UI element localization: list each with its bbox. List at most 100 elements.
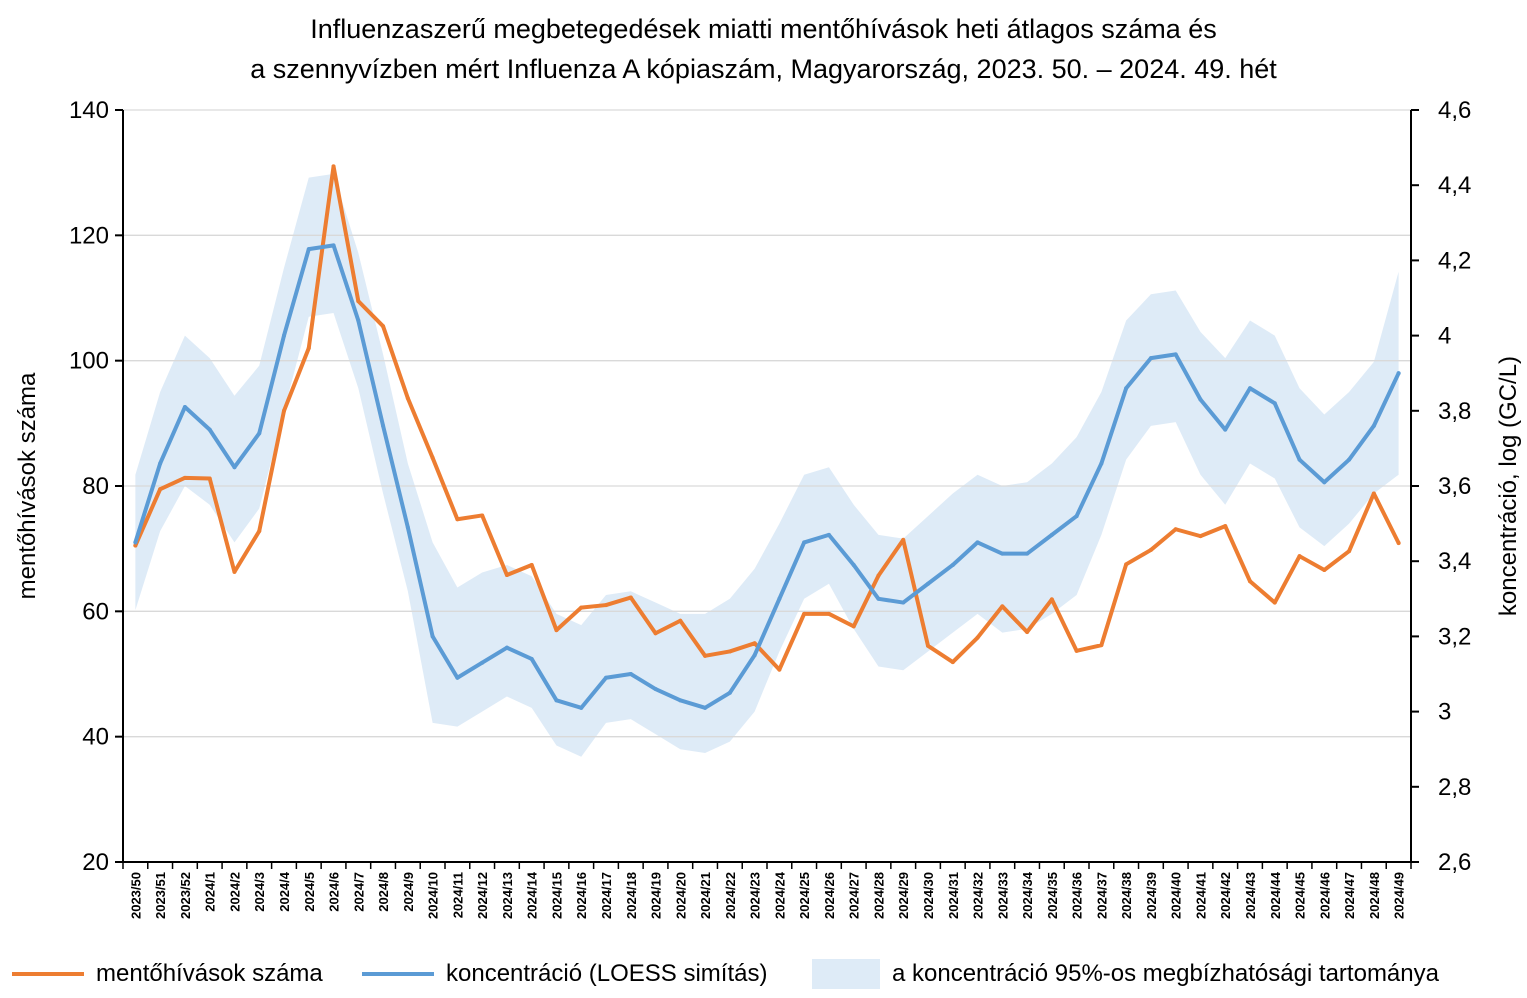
x-tick-label: 2024/39 — [1144, 872, 1159, 919]
x-tick-label: 2024/5 — [302, 872, 317, 912]
x-tick-label: 2024/21 — [698, 872, 713, 919]
data-point-1 — [480, 660, 485, 665]
x-tick-label: 2024/41 — [1193, 872, 1208, 919]
x-tick-label: 2024/28 — [871, 872, 886, 919]
x-tick-label: 2024/35 — [1045, 872, 1060, 919]
x-tick-label: 2024/13 — [500, 872, 515, 919]
axes: 20 40 60 80 100 120 140 2,6 2,8 3 3,2 3,4 3,6 3,8 4 4,2… — [14, 97, 1522, 919]
x-tick-label: 2024/25 — [797, 872, 812, 919]
data-point-1 — [876, 596, 881, 601]
x-tick-label: 2024/30 — [921, 872, 936, 919]
data-point-0 — [1148, 547, 1153, 552]
x-tick-label: 2024/48 — [1367, 872, 1382, 919]
y-tick-label: 80 — [82, 473, 109, 500]
series-line-0 — [133, 164, 1401, 672]
data-point-1 — [901, 600, 906, 605]
data-point-0 — [777, 667, 782, 672]
y2-tick-label: 3 — [1438, 699, 1451, 726]
x-tick-label: 2024/4 — [277, 871, 292, 912]
data-point-0 — [1297, 554, 1302, 559]
legend-label-band: a koncentráció 95%-os megbízhatósági tar… — [892, 960, 1439, 987]
x-tick-label: 2024/31 — [946, 872, 961, 919]
data-point-1 — [802, 540, 807, 545]
data-point-0 — [926, 643, 930, 648]
data-point-0 — [480, 513, 485, 518]
data-point-1 — [1223, 427, 1228, 432]
data-point-1 — [777, 596, 782, 601]
x-tick-label: 2024/37 — [1094, 872, 1109, 919]
x-tick-label: 2024/2 — [227, 872, 242, 912]
x-tick-label: 2024/16 — [574, 872, 589, 919]
data-point-0 — [1099, 643, 1104, 648]
chart-title-line1: Influenzaszerű megbetegedések miatti men… — [310, 14, 1217, 44]
legend-item-calls: mentőhívások száma — [12, 954, 323, 994]
data-point-0 — [752, 641, 757, 646]
y-tick-label: 40 — [82, 724, 109, 751]
data-point-0 — [1124, 562, 1129, 567]
data-point-1 — [1148, 356, 1153, 361]
data-point-0 — [158, 487, 163, 492]
data-point-0 — [182, 475, 187, 480]
confidence-band-layer — [135, 173, 1399, 757]
x-tick-label: 2023/51 — [153, 872, 168, 919]
x-tick-label: 2024/22 — [723, 872, 738, 919]
data-point-1 — [455, 675, 460, 680]
data-point-0 — [356, 299, 361, 304]
data-point-0 — [207, 476, 212, 481]
data-point-0 — [306, 346, 311, 351]
y-tick-label: 100 — [69, 348, 109, 375]
data-point-0 — [604, 603, 608, 608]
x-tick-label: 2024/40 — [1169, 872, 1184, 919]
x-tick-label: 2024/12 — [475, 872, 490, 919]
series-layer — [133, 164, 1401, 710]
data-point-1 — [1297, 457, 1302, 462]
data-point-0 — [381, 324, 386, 329]
data-point-0 — [1025, 630, 1030, 635]
data-point-1 — [1371, 423, 1376, 428]
data-point-0 — [1049, 597, 1054, 602]
x-tick-label: 2024/44 — [1268, 871, 1283, 919]
data-point-1 — [232, 465, 237, 470]
x-tick-label: 2024/47 — [1342, 872, 1357, 919]
x-tick-label: 2023/52 — [178, 872, 193, 919]
data-point-1 — [554, 698, 559, 703]
data-point-1 — [356, 318, 361, 323]
x-tick-label: 2024/6 — [327, 872, 342, 912]
data-point-1 — [926, 581, 930, 586]
x-tick-label: 2024/45 — [1293, 872, 1308, 919]
data-point-1 — [331, 243, 336, 248]
x-tick-label: 2024/46 — [1317, 872, 1332, 919]
data-point-1 — [653, 687, 658, 692]
data-point-1 — [381, 423, 386, 428]
data-point-1 — [405, 525, 410, 530]
data-point-0 — [430, 455, 435, 460]
data-point-1 — [1000, 551, 1005, 556]
data-point-1 — [604, 675, 608, 680]
data-point-1 — [1198, 397, 1203, 402]
x-tick-label: 2024/8 — [376, 872, 391, 912]
data-point-0 — [504, 572, 509, 577]
data-point-1 — [1049, 532, 1054, 537]
data-point-1 — [133, 540, 138, 545]
x-tick-label: 2024/36 — [1070, 872, 1085, 919]
data-point-1 — [158, 461, 163, 466]
data-point-0 — [826, 611, 831, 616]
data-point-0 — [1272, 600, 1277, 605]
x-tick-label: 2024/32 — [971, 872, 986, 919]
x-tick-label: 2024/7 — [351, 872, 366, 912]
data-point-0 — [851, 624, 856, 629]
data-point-0 — [876, 573, 881, 578]
data-point-0 — [1371, 491, 1376, 496]
x-tick-label: 2024/34 — [1020, 871, 1035, 919]
data-point-0 — [1000, 604, 1005, 609]
y2-tick-label: 4,4 — [1438, 172, 1471, 199]
data-point-1 — [1124, 386, 1129, 391]
data-point-1 — [1025, 551, 1030, 556]
y-tick-label: 140 — [69, 97, 109, 124]
data-point-0 — [579, 605, 584, 610]
chart-title-line2: a szennyvízben mért Influenza A kópiaszá… — [250, 54, 1277, 84]
data-point-0 — [1198, 534, 1203, 539]
x-tick-label: 2024/15 — [549, 872, 564, 919]
data-point-0 — [703, 653, 708, 658]
y-tick-label: 20 — [82, 849, 109, 876]
